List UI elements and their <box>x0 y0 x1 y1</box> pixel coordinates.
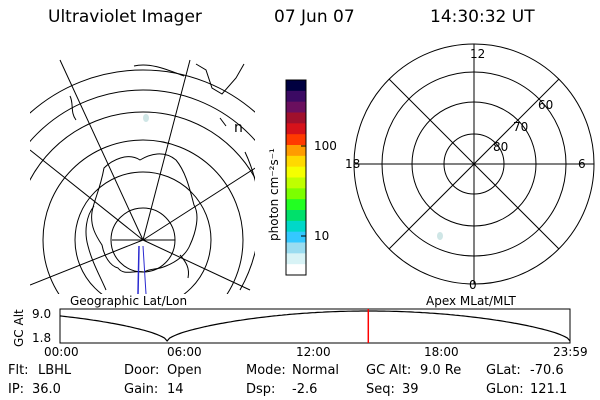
date-label: 07 Jun 07 <box>274 7 355 27</box>
colorbar-cell <box>286 90 306 103</box>
status-door-label: Door: <box>124 363 160 378</box>
lat-circle <box>30 111 255 182</box>
status-glon-value: 121.1 <box>530 382 568 397</box>
status-glat-value: -70.6 <box>530 363 564 378</box>
colorbar-cell <box>286 123 306 135</box>
colorbar-cell <box>286 231 306 243</box>
lat-circle <box>42 139 244 294</box>
timeline-xtick-0600: 06:00 <box>167 345 202 359</box>
status-ip-label: IP: <box>8 382 25 397</box>
mlat-label-60: 60 <box>538 98 554 112</box>
timeline-ytick-9: 9.0 <box>32 307 52 321</box>
colorbar-unit-label: photon cm⁻²s⁻¹ <box>267 148 281 241</box>
colorbar-cell <box>286 177 306 189</box>
coastline-fragment <box>195 63 245 95</box>
status-gcalt-value: 9.0 Re <box>420 363 462 378</box>
status-glat-label: GLat: <box>486 363 521 378</box>
colorbar-tick-10: 10 <box>314 229 330 243</box>
mlat-label-80: 80 <box>493 140 509 154</box>
status-ip-value: 36.0 <box>32 382 61 397</box>
mlt-label-0: 0 <box>469 278 477 292</box>
timeline-ytick-1-8: 1.8 <box>32 331 52 345</box>
status-seq-value: 39 <box>402 382 419 397</box>
lat-circle <box>30 69 255 114</box>
altitude-curve <box>59 310 571 342</box>
time-label: 14:30:32 UT <box>430 7 535 27</box>
colorbar-tick-100: 100 <box>314 139 337 153</box>
colorbar-cell <box>286 264 306 276</box>
peninsula-coastline <box>85 205 107 291</box>
status-gcalt-label: GC Alt: <box>366 363 412 378</box>
meridian <box>142 59 191 241</box>
colorbar-cell <box>286 188 306 200</box>
timeline-plot <box>59 308 571 344</box>
lat-circle <box>74 171 212 294</box>
colorbar-cell <box>286 112 306 124</box>
antarctica-coastline <box>91 153 198 273</box>
colorbar-cell <box>286 253 306 265</box>
status-glon-label: GLon: <box>486 382 524 397</box>
status-dsp-label: Dsp: <box>246 382 276 397</box>
mlt-label-6: 6 <box>578 157 586 171</box>
status-gain-value: 14 <box>167 382 184 397</box>
timeline-xtick-1800: 18:00 <box>424 345 459 359</box>
orbit-track <box>137 245 140 295</box>
mlt-label-18: 18 <box>345 157 361 171</box>
meridian <box>142 167 255 241</box>
colorbar-cell <box>286 242 306 254</box>
meridian <box>59 59 144 241</box>
map-corner-mark: n <box>234 120 243 136</box>
status-door-value: Open <box>167 363 202 378</box>
status-seq-label: Seq: <box>366 382 395 397</box>
colorbar-cell <box>286 210 306 222</box>
colorbar <box>285 79 307 276</box>
timeline-xtick-2359: 23:59 <box>553 345 588 359</box>
polar-plot <box>353 43 595 285</box>
colorbar-cell <box>286 155 306 168</box>
colorbar-cell <box>286 145 306 157</box>
mlt-label-12: 12 <box>470 47 486 61</box>
instrument-title: Ultraviolet Imager <box>48 7 202 27</box>
status-flt-label: Flt: <box>8 363 29 378</box>
colorbar-cell <box>286 80 306 92</box>
colorbar-cell <box>286 220 306 233</box>
right-panel-caption: Apex MLat/MLT <box>426 294 516 308</box>
meridian <box>30 239 144 286</box>
status-mode-label: Mode: <box>246 363 286 378</box>
meridian <box>142 239 251 291</box>
colorbar-cell <box>286 101 306 113</box>
colorbar-cell <box>286 199 306 211</box>
coastline-fragment <box>133 64 185 77</box>
colorbar-cell <box>286 166 306 178</box>
mlat-label-70: 70 <box>513 120 529 134</box>
timeline-ylabel: GC Alt <box>12 309 26 347</box>
colorbar-cell <box>286 134 306 146</box>
status-gain-label: Gain: <box>124 382 159 397</box>
lat-circle <box>30 89 255 143</box>
timeline-xtick-0000: 00:00 <box>44 345 79 359</box>
status-flt-value: LBHL <box>38 363 72 378</box>
status-mode-value: Normal <box>292 363 340 378</box>
timeline-xtick-1200: 12:00 <box>296 345 331 359</box>
left-panel-caption: Geographic Lat/Lon <box>70 294 188 308</box>
status-dsp-value: -2.6 <box>292 382 318 397</box>
aurora-spot <box>143 114 149 122</box>
meridian <box>30 149 144 241</box>
